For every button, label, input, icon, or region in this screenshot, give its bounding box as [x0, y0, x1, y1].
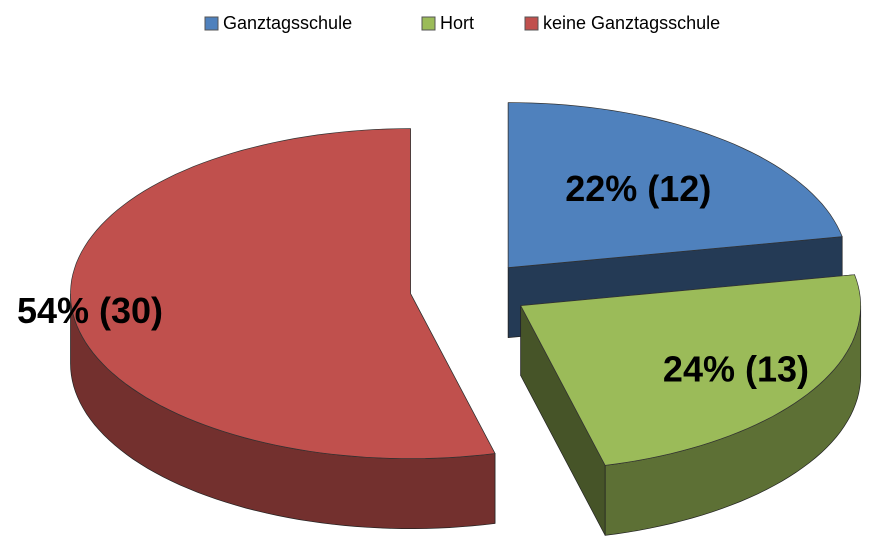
legend-label: Hort: [440, 13, 474, 33]
data-label: 24% (13): [663, 348, 809, 389]
legend-swatch: [524, 16, 539, 31]
data-label: 54% (30): [17, 290, 163, 331]
slice: [520, 274, 861, 466]
legend-label: keine Ganztagsschule: [543, 13, 720, 33]
legend-label: Ganztagsschule: [223, 13, 352, 33]
slice: [507, 102, 843, 268]
legend-swatch: [421, 16, 436, 31]
slice: [70, 128, 496, 459]
data-label: 22% (12): [565, 168, 711, 209]
legend-swatch: [204, 16, 219, 31]
